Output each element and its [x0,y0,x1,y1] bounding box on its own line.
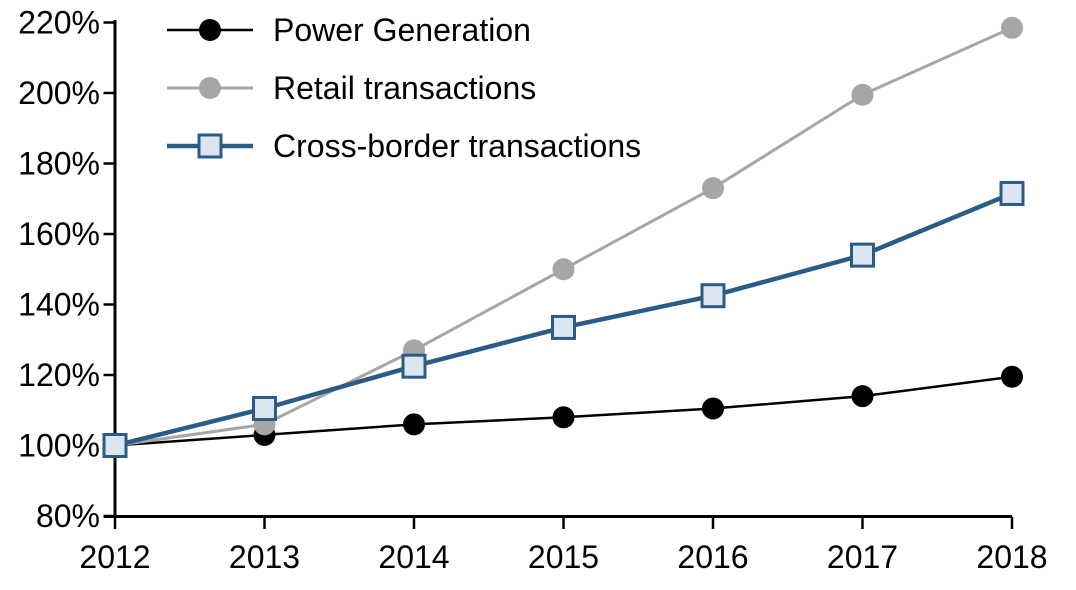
legend: Power Generation Retail transactions Cro… [167,1,641,175]
data-point-circle [552,258,575,281]
series-2 [102,180,1025,458]
y-tick-label: 100% [18,428,100,464]
data-point-circle [1001,365,1023,388]
legend-item-retail-transactions: Retail transactions [167,59,641,117]
x-tick-label: 2016 [677,539,748,575]
data-point-square [401,353,427,379]
data-point-circle [702,177,724,200]
data-point-circle [552,406,575,429]
data-point-square [700,283,726,309]
data-point-square [551,314,576,340]
data-point-circle [199,19,221,41]
legend-item-power-generation: Power Generation [167,1,641,59]
legend-item-cross-border-transactions: Cross-border transactions [167,117,641,175]
data-point-circle [851,83,874,106]
y-tick-label: 120% [18,357,100,393]
y-tick-label: 200% [18,75,100,111]
y-tick-label: 220% [18,5,100,41]
legend-label-power-generation: Power Generation [273,11,531,48]
data-point-square [850,242,875,268]
data-point-square [999,180,1025,206]
x-tick-label: 2017 [827,539,898,575]
y-tick-label: 160% [18,216,100,252]
data-point-circle [1001,16,1023,39]
data-point-square [102,433,128,458]
data-point-circle [851,385,874,408]
y-tick-label: 80% [36,498,100,534]
data-point-square [252,395,277,421]
legend-swatch-circle-icon [167,19,253,41]
data-point-circle [702,397,724,420]
series-0 [104,365,1023,457]
legend-swatch-square-icon [167,133,253,159]
legend-label-cross-border-transactions: Cross-border transactions [273,127,642,164]
x-tick-label: 2018 [976,539,1047,575]
data-point-circle [403,413,425,436]
legend-label-retail-transactions: Retail transactions [273,69,537,106]
x-tick-label: 2012 [79,539,150,575]
data-point-circle [199,77,221,99]
x-tick-label: 2015 [528,539,599,575]
y-tick-label: 180% [18,146,100,182]
x-tick-label: 2014 [378,539,449,575]
y-tick-label: 140% [18,287,100,323]
x-tick-label: 2013 [229,539,300,575]
legend-swatch-circle-icon [167,77,253,99]
data-point-square [197,133,223,159]
